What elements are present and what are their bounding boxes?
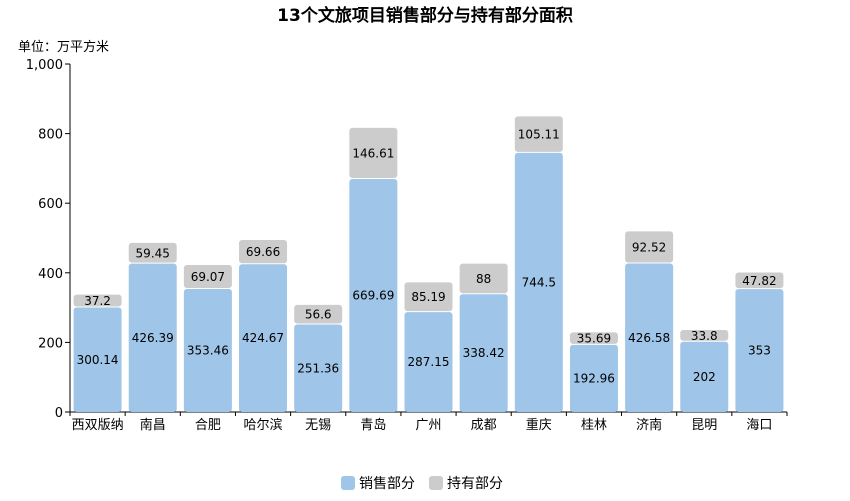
y-tick-label: 1,000 (26, 58, 63, 73)
y-tick-label: 200 (38, 336, 63, 351)
x-tick-label: 西双版纳 (72, 418, 124, 433)
bar-sale (459, 294, 508, 412)
legend-label: 持有部分 (447, 476, 503, 492)
y-tick-label: 400 (38, 267, 63, 282)
y-tick-label: 600 (38, 197, 63, 212)
x-tick-label: 南昌 (140, 417, 166, 433)
bar-hold (294, 304, 343, 324)
unit-label: 单位：万平方米 (18, 39, 109, 55)
bar-hold (73, 294, 122, 307)
data-label-sale: 353.46 (187, 343, 229, 357)
data-label-sale: 424.67 (242, 331, 284, 345)
bar-sale (514, 152, 563, 412)
bar-sale (680, 341, 729, 412)
data-label-hold: 146.61 (352, 146, 394, 160)
data-label-sale: 287.15 (408, 355, 450, 369)
bar-sale (294, 324, 343, 412)
data-label-hold: 69.07 (191, 270, 225, 284)
bar-sale (349, 178, 398, 412)
x-tick-label: 广州 (415, 418, 441, 433)
bar-hold (680, 329, 729, 341)
bar-hold (128, 242, 177, 263)
data-label-sale: 202 (693, 370, 716, 384)
x-tick-label: 合肥 (195, 418, 221, 433)
data-label-sale: 426.39 (132, 331, 174, 345)
data-label-hold: 69.66 (246, 245, 280, 259)
data-label-sale: 338.42 (463, 346, 505, 360)
bar-sale (625, 263, 674, 412)
bar-sale (239, 264, 288, 412)
bars (73, 116, 784, 412)
y-tick-label: 800 (38, 128, 63, 143)
y-tick-label: 0 (55, 406, 63, 421)
data-label-sale: 744.5 (522, 275, 556, 289)
x-tick-label: 成都 (471, 418, 497, 433)
data-label-hold: 92.52 (632, 240, 666, 254)
x-tick-label: 无锡 (305, 418, 331, 433)
bar-sale (73, 307, 122, 412)
bar-hold (183, 264, 232, 288)
data-label-hold: 47.82 (742, 274, 776, 288)
bar-hold (514, 116, 563, 152)
bar-hold (404, 282, 453, 312)
bar-hold (625, 231, 674, 263)
bar-hold (735, 272, 784, 289)
x-tick-label: 青岛 (360, 417, 386, 433)
data-label-sale: 669.69 (352, 288, 394, 302)
data-label-sale: 251.36 (297, 361, 339, 375)
data-label-hold: 105.11 (518, 128, 560, 142)
data-labels: 300.14 37.2 西双版纳 426.39 59.45 南昌 353.46 69.07 合肥… (72, 128, 777, 433)
legend-swatch (341, 476, 355, 490)
x-tick-label: 昆明 (691, 418, 717, 433)
data-label-sale: 300.14 (77, 353, 119, 367)
data-label-hold: 88 (476, 272, 491, 286)
bar-sale (735, 289, 784, 412)
bar-hold (569, 332, 618, 344)
data-label-sale: 192.96 (573, 371, 615, 385)
legend: 销售部分 持有部分 (341, 476, 503, 492)
bar-sale (569, 344, 618, 412)
x-tick-label: 重庆 (526, 417, 552, 433)
data-label-hold: 59.45 (136, 246, 170, 260)
x-tick-label: 哈尔滨 (244, 417, 283, 433)
data-label-hold: 37.2 (84, 294, 111, 308)
bar-sale (128, 263, 177, 412)
data-label-hold: 56.6 (305, 308, 332, 322)
data-label-sale: 426.58 (628, 331, 670, 345)
data-label-sale: 353 (748, 344, 771, 358)
bar-hold (349, 127, 398, 178)
bar-hold (459, 263, 508, 294)
x-tick-label: 桂林 (581, 418, 607, 433)
x-tick-label: 海口 (746, 418, 772, 433)
legend-swatch (429, 476, 443, 490)
legend-label: 销售部分 (359, 476, 415, 492)
bar-sale (183, 288, 232, 412)
bar-sale (404, 312, 453, 412)
data-label-hold: 35.69 (577, 332, 611, 346)
chart-title: 13个文旅项目销售部分与持有部分面积 (277, 5, 573, 26)
data-label-hold: 85.19 (411, 290, 445, 304)
x-tick-label: 济南 (636, 417, 662, 433)
data-label-hold: 33.8 (691, 329, 718, 343)
bar-hold (239, 239, 288, 264)
